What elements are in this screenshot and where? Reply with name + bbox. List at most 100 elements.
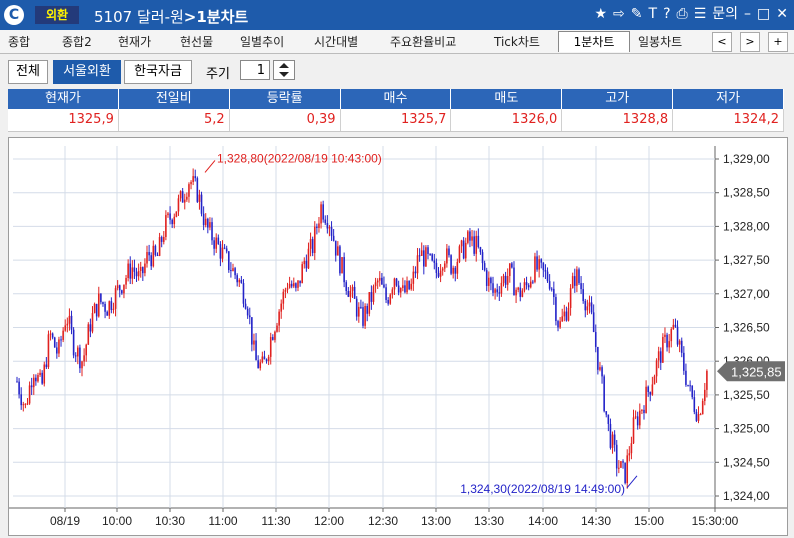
header-ask: 매도 — [451, 89, 563, 109]
filter-all-button[interactable]: 전체 — [8, 60, 48, 84]
candle-up — [416, 255, 419, 274]
candle-down — [362, 307, 364, 326]
candle-down — [196, 178, 199, 202]
filter-seoul-fx-button[interactable]: 서울외환 — [53, 60, 121, 84]
candle-down — [347, 291, 350, 297]
candle-down — [35, 377, 37, 382]
candle-down — [676, 326, 679, 345]
inquiry-button[interactable]: 문의 — [712, 6, 739, 22]
help-icon[interactable]: ? — [663, 6, 671, 22]
candle-down — [555, 297, 557, 322]
tab-rate-compare[interactable]: 주요환율비교 — [390, 35, 457, 49]
tab-1min-chart[interactable]: 1분차트 — [558, 31, 630, 52]
candle-up — [446, 248, 448, 264]
tab-summary[interactable]: 종합 — [8, 35, 31, 49]
tab-daily-trend[interactable]: 일별추이 — [240, 35, 285, 49]
header-change-rate: 등락률 — [229, 89, 341, 109]
quote-value-row: 1325,9 5,2 0,39 1325,7 1326,0 1328,8 132… — [8, 109, 785, 132]
candle-up — [39, 372, 41, 376]
tab-bar: 종합 종합2 현재가 현선물 일별추이 시간대별 주요환율비교 Tick차트 1… — [0, 30, 794, 54]
candle-down — [647, 386, 649, 392]
candle-down — [316, 226, 318, 228]
tab-next-button[interactable]: > — [740, 32, 760, 52]
candle-down — [194, 176, 197, 179]
text-icon[interactable]: T — [648, 6, 658, 22]
tab-daily-chart[interactable]: 일봉차트 — [638, 35, 683, 49]
candle-down — [20, 394, 22, 406]
candle-down — [240, 279, 243, 283]
print-icon[interactable]: ⎙ — [676, 6, 688, 22]
tools-icon[interactable]: ✎ — [630, 6, 643, 22]
price-chart[interactable]: 1,329,00 1,328,50 1,328,00 1,327,50 1,327,00… — [8, 137, 788, 536]
high-annotation-label: 1,328,80(2022/08/19 10:43:00) — [217, 151, 382, 165]
candle-up — [506, 276, 509, 285]
candle-up — [628, 453, 631, 456]
candle-down — [200, 194, 203, 214]
list-icon[interactable]: ☰ — [693, 6, 707, 22]
filter-korea-money-button[interactable]: 한국자금 — [124, 60, 192, 84]
candle-up — [500, 282, 503, 294]
candle-down — [431, 254, 433, 261]
candle-down — [133, 267, 136, 272]
breadcrumb-separator: > — [183, 8, 197, 26]
candle-up — [439, 270, 442, 277]
period-stepper[interactable] — [273, 60, 295, 80]
candle-up — [192, 176, 194, 182]
candle-up — [328, 227, 331, 229]
candle-down — [339, 246, 341, 274]
candle-up — [406, 280, 408, 293]
candle-up — [238, 279, 241, 283]
low-annotation-label: 1,324,30(2022/08/19 14:49:00) — [460, 482, 625, 496]
candle-down — [154, 245, 157, 255]
category-badge[interactable]: 외환 — [35, 6, 79, 24]
x-tick-label: 11:00 — [208, 514, 237, 528]
candle-up — [173, 216, 176, 225]
tab-tick-chart[interactable]: Tick차트 — [494, 35, 540, 49]
chart-canvas[interactable]: 1,329,00 1,328,50 1,328,00 1,327,50 1,327,00… — [9, 138, 787, 535]
candle-up — [515, 289, 517, 296]
candle-down — [691, 385, 694, 398]
candle-up — [66, 323, 69, 326]
candle-down — [565, 311, 568, 321]
candle-up — [204, 218, 207, 226]
candle-down — [370, 292, 373, 302]
candle-down — [385, 287, 387, 300]
candle-down — [695, 411, 698, 421]
candle-up — [662, 336, 664, 363]
app-logo-icon: C — [4, 5, 24, 25]
star-icon[interactable]: ★ — [594, 6, 608, 22]
candle-down — [496, 289, 499, 293]
candle-up — [488, 277, 490, 286]
candle-up — [523, 282, 526, 291]
candle-up — [378, 277, 381, 281]
minimize-icon[interactable]: – — [744, 6, 752, 22]
tab-current-price[interactable]: 현재가 — [118, 35, 152, 49]
tab-spot-futures[interactable]: 현선물 — [180, 35, 214, 49]
candle-down — [60, 339, 62, 341]
tab-summary2[interactable]: 종합2 — [62, 35, 92, 49]
candle-up — [645, 386, 647, 414]
candle-down — [492, 283, 494, 293]
candle-up — [391, 289, 394, 295]
candle-down — [473, 236, 475, 254]
maximize-icon[interactable]: □ — [757, 6, 771, 22]
candle-down — [544, 270, 547, 272]
tab-by-time[interactable]: 시간대별 — [314, 35, 359, 49]
export-icon[interactable]: ⇨ — [613, 6, 625, 22]
candle-up — [502, 275, 505, 283]
candle-down — [578, 269, 580, 284]
candle-down — [479, 247, 482, 253]
period-label: 주기 — [206, 67, 230, 82]
candle-up — [364, 306, 366, 326]
tab-add-button[interactable]: + — [768, 32, 788, 52]
period-input[interactable]: 1 — [240, 60, 270, 80]
candle-down — [462, 240, 465, 259]
candle-up — [87, 324, 90, 345]
x-tick-label: 11:30 — [261, 514, 290, 528]
tab-prev-button[interactable]: < — [712, 32, 732, 52]
close-icon[interactable]: ✕ — [776, 6, 788, 22]
candle-down — [649, 391, 652, 395]
candle-down — [299, 280, 301, 284]
candle-up — [307, 248, 310, 269]
candle-down — [295, 283, 297, 288]
